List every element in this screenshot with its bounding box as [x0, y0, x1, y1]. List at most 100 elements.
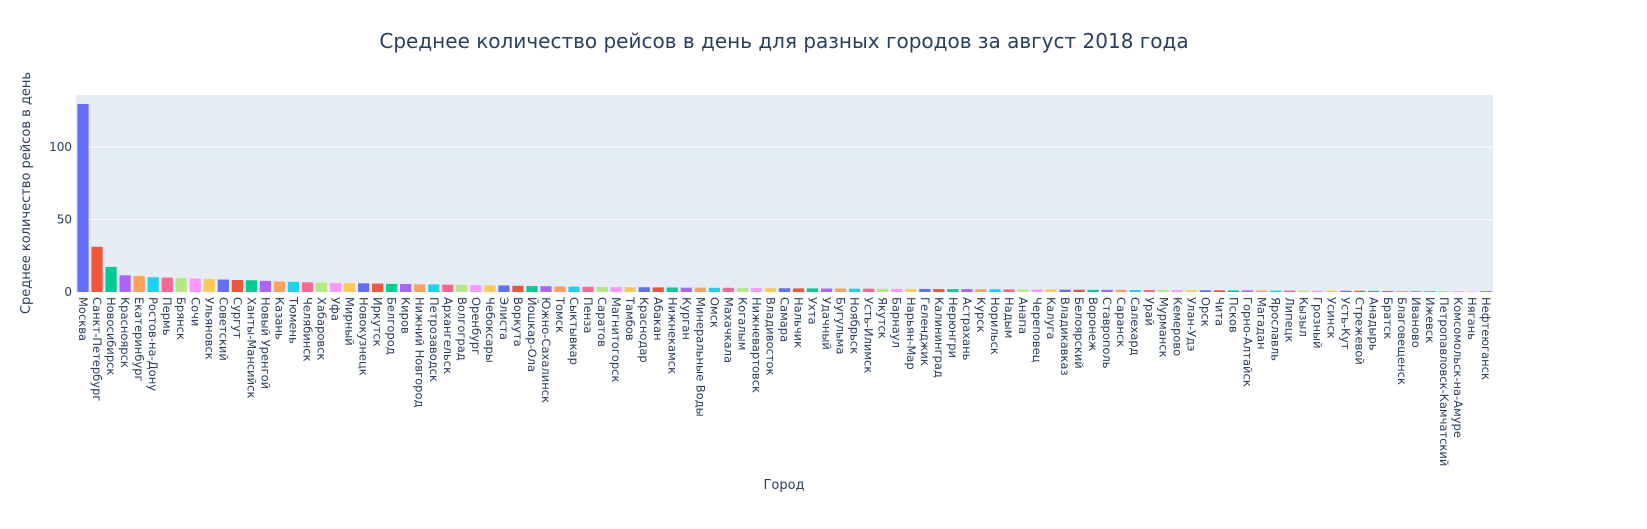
bar[interactable]	[792, 288, 805, 292]
bar[interactable]	[1017, 289, 1029, 292]
bar[interactable]	[1115, 289, 1127, 292]
bar[interactable]	[877, 288, 889, 292]
bar[interactable]	[189, 278, 201, 292]
bar[interactable]	[1171, 290, 1183, 292]
bar[interactable]	[849, 288, 861, 292]
bar[interactable]	[273, 281, 286, 292]
bar[interactable]	[891, 288, 903, 292]
bar[interactable]	[315, 282, 328, 292]
bar[interactable]	[1059, 289, 1071, 292]
bar[interactable]	[1297, 290, 1310, 292]
bar[interactable]	[596, 286, 608, 292]
bar[interactable]	[147, 277, 159, 292]
bar[interactable]	[1185, 290, 1197, 292]
bar[interactable]	[1241, 290, 1254, 292]
bar[interactable]	[1382, 290, 1394, 292]
bar[interactable]	[414, 284, 426, 292]
bar[interactable]	[1424, 291, 1436, 292]
bar[interactable]	[694, 287, 706, 292]
bar[interactable]	[863, 288, 875, 292]
bar[interactable]	[1438, 291, 1450, 292]
bar[interactable]	[287, 281, 300, 292]
bar[interactable]	[1283, 290, 1296, 292]
bar[interactable]	[778, 288, 791, 292]
bar[interactable]	[1199, 290, 1212, 292]
bar[interactable]	[1466, 291, 1478, 292]
bar[interactable]	[540, 286, 552, 292]
bar[interactable]	[1396, 290, 1408, 292]
bar[interactable]	[1101, 289, 1113, 292]
bar[interactable]	[484, 285, 496, 292]
bar[interactable]	[1045, 289, 1057, 292]
bar[interactable]	[400, 284, 412, 292]
bar[interactable]	[1087, 289, 1099, 292]
bar[interactable]	[526, 286, 538, 292]
bar[interactable]	[835, 288, 847, 292]
bar[interactable]	[259, 280, 272, 292]
bar[interactable]	[1340, 290, 1352, 292]
bar[interactable]	[301, 282, 314, 292]
bar[interactable]	[175, 278, 187, 292]
bar[interactable]	[1326, 290, 1338, 292]
bar[interactable]	[329, 282, 342, 292]
bar[interactable]	[161, 277, 173, 292]
bar[interactable]	[119, 275, 131, 292]
bar[interactable]	[652, 287, 664, 292]
bar[interactable]	[610, 287, 622, 292]
bar[interactable]	[722, 287, 734, 292]
bar[interactable]	[91, 246, 103, 292]
bar[interactable]	[1143, 289, 1155, 292]
bar[interactable]	[470, 285, 482, 292]
bar[interactable]	[1227, 290, 1240, 292]
bar[interactable]	[961, 289, 973, 292]
bar[interactable]	[498, 285, 510, 292]
bar[interactable]	[217, 279, 229, 292]
bar[interactable]	[989, 289, 1001, 292]
bar[interactable]	[442, 284, 454, 292]
bar[interactable]	[1480, 291, 1492, 292]
bar[interactable]	[357, 283, 370, 292]
bar[interactable]	[456, 284, 468, 292]
bar[interactable]	[231, 279, 243, 292]
bar[interactable]	[708, 287, 720, 292]
bar[interactable]	[1269, 290, 1282, 292]
bar[interactable]	[1354, 290, 1366, 292]
bar[interactable]	[386, 283, 398, 292]
bar[interactable]	[372, 283, 384, 292]
bar[interactable]	[933, 289, 945, 292]
bar[interactable]	[919, 288, 931, 292]
bar[interactable]	[975, 289, 987, 292]
bar[interactable]	[1213, 290, 1226, 292]
bar[interactable]	[1368, 290, 1380, 292]
bar[interactable]	[343, 283, 356, 292]
bar[interactable]	[133, 276, 145, 292]
bar[interactable]	[1410, 290, 1422, 292]
bar[interactable]	[77, 103, 89, 292]
bar[interactable]	[947, 289, 959, 292]
bar[interactable]	[820, 288, 833, 292]
bar[interactable]	[245, 280, 257, 292]
bar[interactable]	[806, 288, 819, 292]
bar[interactable]	[764, 288, 777, 292]
bar[interactable]	[638, 287, 650, 292]
bar[interactable]	[1129, 289, 1141, 292]
bar[interactable]	[1312, 290, 1324, 292]
bar[interactable]	[736, 287, 749, 292]
bar[interactable]	[512, 285, 524, 292]
bar[interactable]	[624, 287, 636, 292]
bar[interactable]	[554, 286, 566, 292]
bar[interactable]	[1255, 290, 1268, 292]
bar[interactable]	[666, 287, 678, 292]
bar[interactable]	[203, 278, 215, 292]
bar[interactable]	[905, 288, 917, 292]
bar[interactable]	[750, 288, 763, 292]
bar[interactable]	[1157, 290, 1169, 292]
bar[interactable]	[568, 286, 580, 292]
bar[interactable]	[1003, 289, 1015, 292]
bar[interactable]	[1031, 289, 1043, 292]
bar[interactable]	[680, 287, 692, 292]
bar[interactable]	[1073, 289, 1085, 292]
bar[interactable]	[428, 284, 440, 292]
bar[interactable]	[1452, 291, 1464, 292]
bar[interactable]	[105, 266, 117, 292]
